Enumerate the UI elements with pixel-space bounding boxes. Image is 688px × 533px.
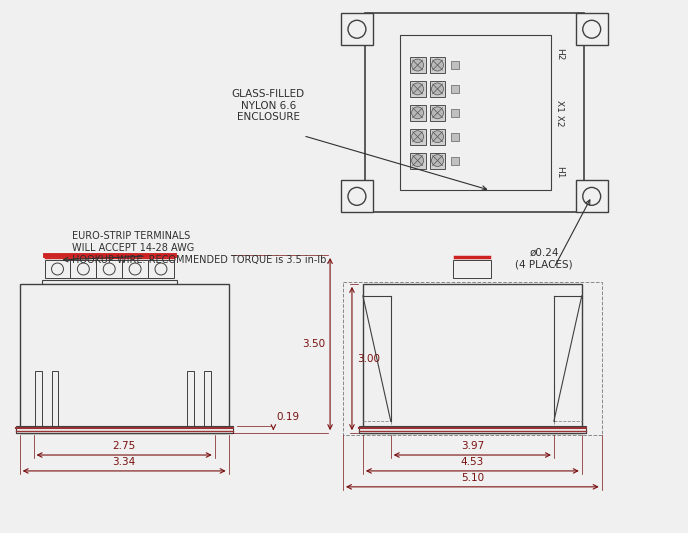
Bar bbox=[96, 260, 122, 278]
Circle shape bbox=[411, 131, 424, 143]
Bar bbox=[70, 260, 96, 278]
Bar bbox=[409, 57, 426, 73]
Circle shape bbox=[431, 131, 444, 143]
Bar bbox=[451, 157, 460, 165]
Circle shape bbox=[431, 107, 444, 119]
Circle shape bbox=[411, 107, 424, 119]
Text: 5.10: 5.10 bbox=[461, 473, 484, 483]
Bar bbox=[204, 372, 211, 426]
Bar bbox=[576, 181, 608, 212]
Bar bbox=[34, 372, 41, 426]
Bar bbox=[409, 152, 426, 168]
Bar bbox=[409, 129, 426, 144]
Text: X1 X2: X1 X2 bbox=[555, 100, 564, 126]
Bar bbox=[341, 13, 373, 45]
Bar bbox=[429, 57, 445, 73]
Bar bbox=[453, 260, 491, 278]
Bar bbox=[400, 35, 551, 190]
Text: GLASS-FILLED
NYLON 6.6
ENCLOSURE: GLASS-FILLED NYLON 6.6 ENCLOSURE bbox=[232, 89, 305, 123]
Bar bbox=[41, 280, 177, 284]
Text: EURO-STRIP TERMINALS
WILL ACCEPT 14-28 AWG
HOOKUP WIRE. RECOMMENDED TORQUE is 3.: EURO-STRIP TERMINALS WILL ACCEPT 14-28 A… bbox=[72, 231, 330, 265]
Bar bbox=[187, 372, 194, 426]
Text: H1: H1 bbox=[555, 166, 564, 178]
Bar bbox=[341, 181, 373, 212]
Circle shape bbox=[431, 155, 444, 166]
Text: 2.75: 2.75 bbox=[113, 441, 136, 451]
Bar bbox=[16, 426, 233, 433]
Text: 4.53: 4.53 bbox=[461, 457, 484, 467]
Bar bbox=[20, 284, 228, 433]
Bar bbox=[409, 105, 426, 121]
Bar bbox=[451, 85, 460, 93]
Circle shape bbox=[411, 83, 424, 95]
Bar bbox=[429, 129, 445, 144]
Bar bbox=[148, 260, 174, 278]
Bar bbox=[451, 109, 460, 117]
Bar bbox=[365, 13, 583, 212]
Circle shape bbox=[411, 59, 424, 71]
Text: 3.00: 3.00 bbox=[357, 353, 380, 364]
Circle shape bbox=[431, 59, 444, 71]
Text: 3.97: 3.97 bbox=[461, 441, 484, 451]
Bar bbox=[429, 81, 445, 97]
Text: ø0.24
(4 PLACES): ø0.24 (4 PLACES) bbox=[515, 248, 573, 270]
Text: 3.34: 3.34 bbox=[113, 457, 136, 467]
Bar bbox=[451, 61, 460, 69]
Circle shape bbox=[411, 155, 424, 166]
Bar bbox=[52, 372, 58, 426]
Bar bbox=[122, 260, 148, 278]
Text: 0.19: 0.19 bbox=[277, 412, 299, 422]
Bar bbox=[359, 426, 585, 433]
Bar bbox=[363, 284, 582, 433]
Text: H2: H2 bbox=[555, 47, 564, 60]
Bar bbox=[409, 81, 426, 97]
Circle shape bbox=[431, 83, 444, 95]
Text: 3.50: 3.50 bbox=[302, 339, 325, 349]
Bar bbox=[429, 152, 445, 168]
Bar bbox=[451, 133, 460, 141]
Bar bbox=[343, 282, 601, 435]
Bar bbox=[45, 260, 70, 278]
Bar bbox=[429, 105, 445, 121]
Bar bbox=[576, 13, 608, 45]
